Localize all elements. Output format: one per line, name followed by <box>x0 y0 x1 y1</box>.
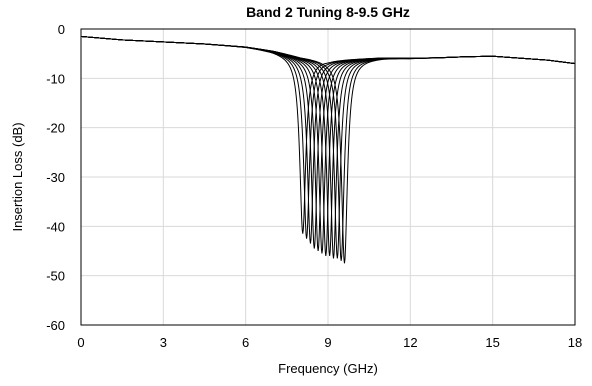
y-tick-label: -30 <box>46 170 65 185</box>
series-group <box>80 35 576 264</box>
x-tick-label: 15 <box>485 335 499 350</box>
chart-title: Band 2 Tuning 8-9.5 GHz <box>246 4 410 20</box>
y-tick-label: 0 <box>58 22 65 37</box>
x-tick-label: 6 <box>242 335 249 350</box>
x-tick-label: 9 <box>324 335 331 350</box>
y-tick-label: -60 <box>46 318 65 333</box>
series-line <box>80 35 576 264</box>
x-tick-label: 18 <box>568 335 582 350</box>
x-tick-label: 0 <box>77 335 84 350</box>
plot-frame <box>80 28 576 326</box>
y-tick-label: -50 <box>46 269 65 284</box>
x-tick-label: 12 <box>403 335 417 350</box>
y-axis-label: Insertion Loss (dB) <box>10 122 25 231</box>
y-tick-label: -20 <box>46 121 65 136</box>
y-tick-label: -40 <box>46 219 65 234</box>
x-axis-label: Frequency (GHz) <box>278 361 378 376</box>
x-tick-label: 3 <box>160 335 167 350</box>
y-tick-label: -10 <box>46 71 65 86</box>
tick-labels: 0 3 6 9 12 15 18 0 -10 -20 -30 -40 -50 -60 <box>46 22 582 350</box>
